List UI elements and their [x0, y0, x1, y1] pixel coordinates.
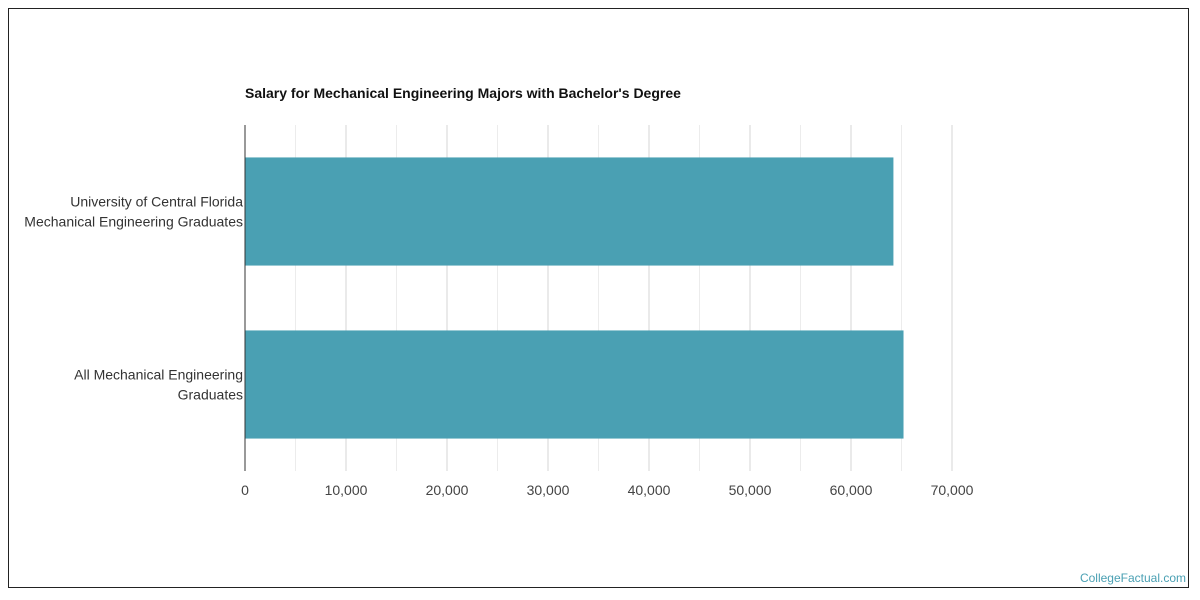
category-label-line: Graduates [178, 387, 243, 403]
chart-title: Salary for Mechanical Engineering Majors… [245, 85, 681, 101]
x-tick-label: 20,000 [426, 482, 469, 498]
category-label-line: University of Central Florida [70, 194, 243, 210]
y-category-labels: University of Central Florida Mechanical … [24, 194, 243, 403]
x-tick-label: 0 [241, 482, 249, 498]
source-watermark[interactable]: CollegeFactual.com [1079, 571, 1186, 585]
x-tick-label: 10,000 [325, 482, 368, 498]
category-label: All Mechanical Engineering Graduates [74, 367, 243, 403]
bar [245, 330, 904, 439]
x-tick-label: 60,000 [830, 482, 873, 498]
x-tick-label: 30,000 [527, 482, 570, 498]
bars [245, 157, 904, 439]
x-tick-labels: 0 10,000 20,000 30,000 40,000 50,000 60,000 70,… [241, 482, 974, 498]
x-tick-label: 50,000 [729, 482, 772, 498]
x-tick-label: 70,000 [931, 482, 974, 498]
category-label: University of Central Florida Mechanical … [24, 194, 243, 230]
x-tick-label: 40,000 [628, 482, 671, 498]
category-label-line: Mechanical Engineering Graduates [24, 214, 243, 230]
category-label-line: All Mechanical Engineering [74, 367, 243, 383]
bar [245, 157, 894, 266]
